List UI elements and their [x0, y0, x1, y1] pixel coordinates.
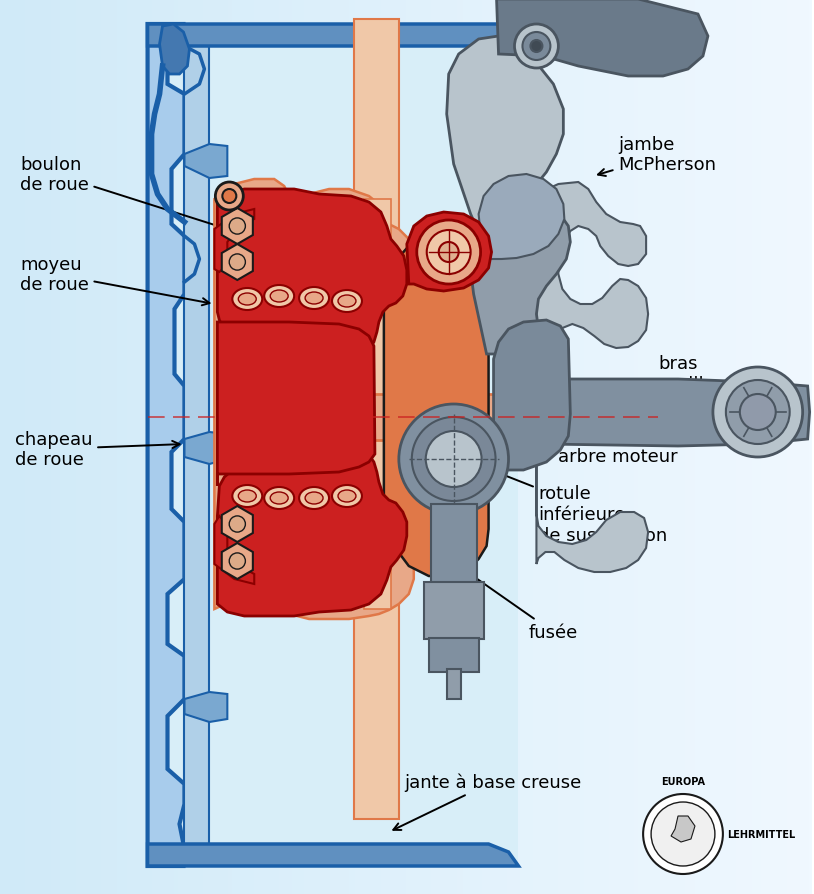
- Circle shape: [427, 231, 470, 274]
- Polygon shape: [221, 209, 253, 245]
- Polygon shape: [185, 692, 227, 722]
- Polygon shape: [217, 190, 407, 357]
- Polygon shape: [431, 504, 477, 585]
- Text: arbre moteur: arbre moteur: [558, 422, 678, 466]
- Polygon shape: [488, 321, 571, 470]
- Polygon shape: [214, 210, 254, 273]
- Polygon shape: [469, 203, 571, 355]
- Circle shape: [230, 219, 245, 235]
- Polygon shape: [214, 180, 414, 620]
- Polygon shape: [359, 394, 678, 441]
- Ellipse shape: [270, 291, 288, 303]
- Polygon shape: [214, 517, 254, 585]
- Polygon shape: [364, 199, 391, 610]
- Text: jambe
McPherson: jambe McPherson: [598, 136, 716, 177]
- Ellipse shape: [305, 292, 323, 305]
- Ellipse shape: [270, 493, 288, 504]
- Polygon shape: [221, 544, 253, 579]
- Circle shape: [412, 417, 496, 502]
- Polygon shape: [185, 145, 227, 179]
- Polygon shape: [221, 245, 253, 281]
- Ellipse shape: [239, 491, 256, 502]
- Polygon shape: [429, 638, 479, 672]
- Polygon shape: [217, 323, 375, 486]
- Polygon shape: [160, 25, 190, 75]
- Polygon shape: [185, 47, 209, 844]
- Polygon shape: [447, 37, 563, 255]
- Polygon shape: [147, 25, 185, 866]
- Polygon shape: [424, 582, 484, 639]
- Ellipse shape: [338, 491, 356, 502]
- Polygon shape: [217, 449, 407, 616]
- Text: EUROPA: EUROPA: [661, 776, 705, 786]
- Text: jante à base creuse: jante à base creuse: [393, 773, 581, 830]
- Polygon shape: [185, 433, 227, 465]
- Circle shape: [643, 794, 723, 874]
- Ellipse shape: [232, 485, 262, 508]
- Ellipse shape: [299, 487, 329, 510]
- Circle shape: [417, 221, 480, 284]
- Circle shape: [230, 255, 245, 271]
- Circle shape: [399, 405, 509, 514]
- Text: fusée: fusée: [453, 562, 578, 641]
- Polygon shape: [407, 213, 492, 291]
- Ellipse shape: [265, 286, 294, 308]
- Circle shape: [230, 553, 245, 569]
- Text: rotule
inférieure
de suspension: rotule inférieure de suspension: [493, 470, 667, 544]
- Polygon shape: [538, 391, 688, 444]
- Polygon shape: [354, 20, 399, 819]
- Ellipse shape: [239, 293, 256, 306]
- Polygon shape: [147, 25, 519, 47]
- Polygon shape: [384, 230, 488, 577]
- Ellipse shape: [232, 289, 262, 310]
- Polygon shape: [671, 816, 695, 842]
- Circle shape: [230, 517, 245, 533]
- Text: chapeau
de roue: chapeau de roue: [15, 430, 180, 468]
- Ellipse shape: [305, 493, 323, 504]
- Ellipse shape: [299, 288, 329, 309]
- Circle shape: [222, 190, 236, 204]
- Ellipse shape: [338, 296, 356, 308]
- Polygon shape: [147, 844, 519, 866]
- Circle shape: [514, 25, 558, 69]
- Circle shape: [651, 802, 715, 866]
- Circle shape: [523, 33, 550, 61]
- Polygon shape: [150, 30, 519, 864]
- Polygon shape: [447, 670, 461, 699]
- Circle shape: [740, 394, 776, 431]
- Ellipse shape: [332, 485, 362, 508]
- Ellipse shape: [265, 487, 294, 510]
- Text: boulon
de roue: boulon de roue: [20, 156, 222, 230]
- Polygon shape: [497, 0, 708, 77]
- Text: bras
oscillant
trans-
versal: bras oscillant trans- versal: [658, 354, 733, 434]
- Text: LEHRMITTEL: LEHRMITTEL: [727, 829, 795, 839]
- Circle shape: [531, 41, 542, 53]
- Circle shape: [726, 381, 790, 444]
- Circle shape: [216, 182, 243, 211]
- Polygon shape: [544, 380, 810, 446]
- Ellipse shape: [332, 291, 362, 313]
- Text: moyeu
de roue: moyeu de roue: [20, 256, 209, 306]
- Circle shape: [426, 432, 482, 487]
- Polygon shape: [536, 182, 648, 572]
- Circle shape: [439, 243, 458, 263]
- Polygon shape: [479, 175, 564, 260]
- Circle shape: [713, 367, 803, 458]
- Polygon shape: [221, 506, 253, 543]
